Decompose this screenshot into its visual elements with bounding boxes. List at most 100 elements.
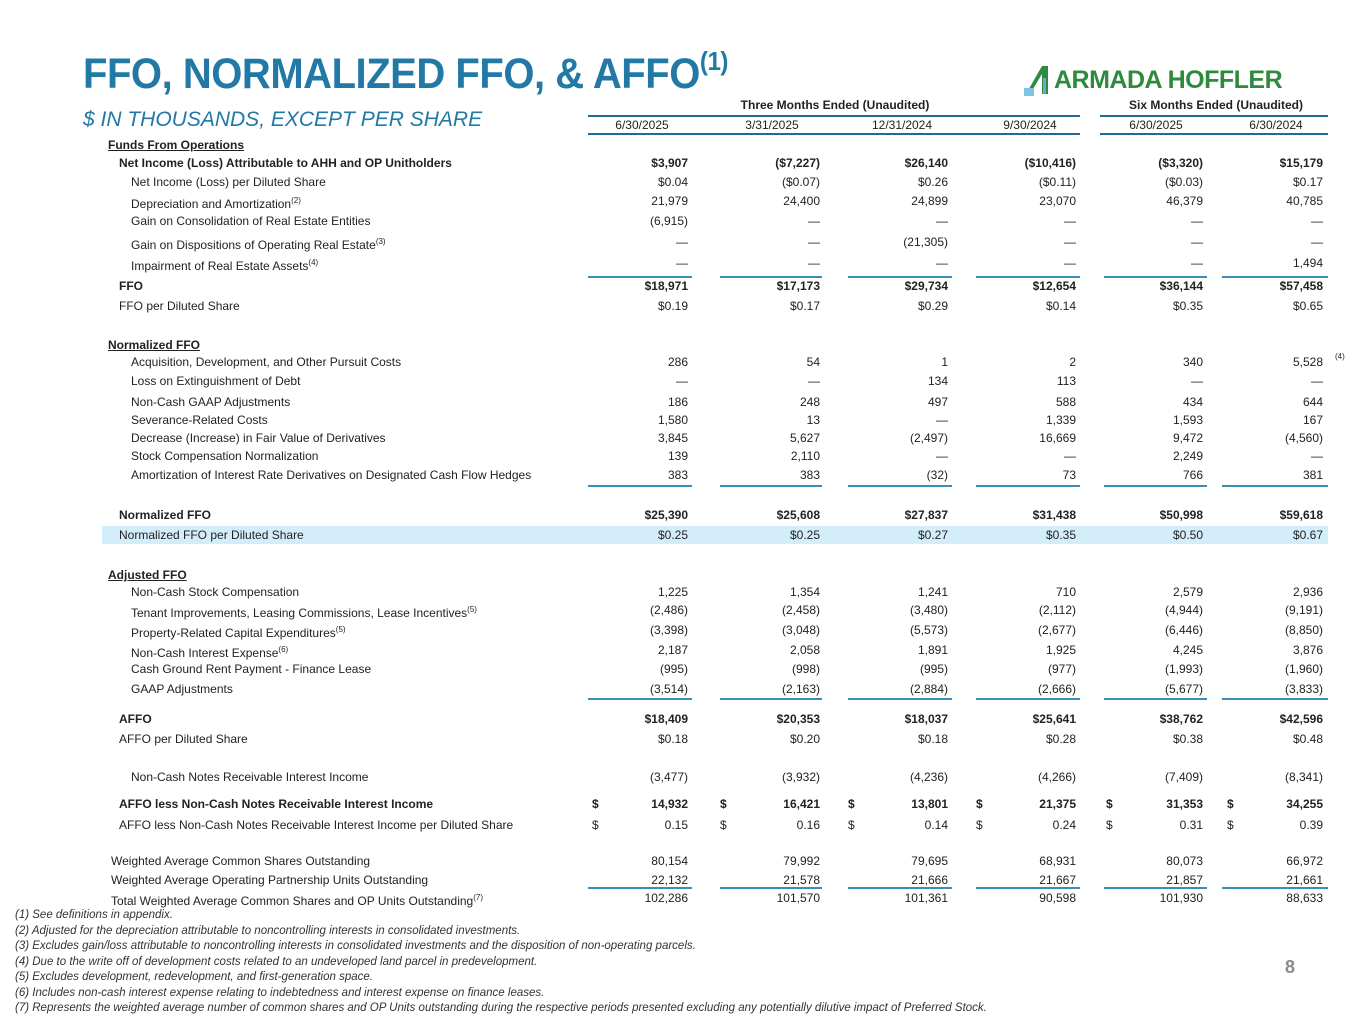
table-row: Acquisition, Development, and Other Purs… bbox=[0, 353, 1365, 371]
row-label-text: Acquisition, Development, and Other Purs… bbox=[131, 355, 402, 369]
cell-6-30-2024: 3,876 bbox=[1292, 643, 1323, 657]
cell-3-31-2025: — bbox=[808, 235, 820, 249]
cell-6-30-2024: 5,528 bbox=[1292, 355, 1323, 369]
cell-12-31-2024: $26,140 bbox=[904, 156, 948, 170]
cell-12-31-2024: 0.14 bbox=[924, 818, 948, 832]
table-row: Tenant Improvements, Leasing Commissions… bbox=[0, 601, 1365, 622]
cell-6-30-2025: $0.19 bbox=[657, 299, 688, 313]
cell-6-30-2025: $0.35 bbox=[1172, 299, 1203, 313]
cell-6-30-2025: 286 bbox=[667, 355, 688, 369]
row-label: Non-Cash Interest Expense(6) bbox=[131, 641, 288, 662]
cell-12-31-2024: 79,695 bbox=[911, 854, 948, 868]
cell-3-31-2025: (3,932) bbox=[781, 770, 820, 784]
table-row: Non-Cash GAAP Adjustments 186 248 497 588 434… bbox=[0, 393, 1365, 411]
cell-3-31-2025: 54 bbox=[806, 355, 820, 369]
section-header: Funds From Operations bbox=[0, 136, 1365, 154]
row-label: Net Income (Loss) per Diluted Share bbox=[131, 173, 326, 191]
row-label: Tenant Improvements, Leasing Commissions… bbox=[131, 601, 477, 622]
cell-6-30-2025: 3,845 bbox=[657, 431, 688, 445]
cell-6-30-2024: 66,972 bbox=[1286, 854, 1323, 868]
subtotal-rule bbox=[720, 887, 822, 889]
row-label: Stock Compensation Normalization bbox=[131, 447, 318, 465]
cell-12-31-2024: 1,241 bbox=[917, 585, 948, 599]
row-label-text: FFO bbox=[119, 279, 143, 293]
footnote-ref: (7) bbox=[473, 893, 483, 902]
cell-6-30-2024: (3,833) bbox=[1284, 682, 1323, 696]
cell-3-31-2025: $25,608 bbox=[776, 508, 820, 522]
cell-12-31-2024: 134 bbox=[927, 374, 948, 388]
table-row: Amortization of Interest Rate Derivative… bbox=[0, 466, 1365, 484]
cell-9-30-2024: $25,641 bbox=[1032, 712, 1076, 726]
row-label: Net Income (Loss) Attributable to AHH an… bbox=[119, 154, 452, 172]
cell-6-30-2025: 340 bbox=[1182, 355, 1203, 369]
table-row: Stock Compensation Normalization 139 2,110… bbox=[0, 447, 1365, 465]
cell-6-30-2025: (3,477) bbox=[649, 770, 688, 784]
cell-6-30-2025: — bbox=[1191, 214, 1203, 228]
row-label: Weighted Average Common Shares Outstandi… bbox=[111, 852, 370, 870]
subtotal-rule bbox=[1222, 887, 1328, 889]
cell-3-31-2025: 383 bbox=[799, 468, 820, 482]
row-label-text: FFO per Diluted Share bbox=[119, 299, 240, 313]
cell-6-30-2025: 21,857 bbox=[1166, 873, 1203, 887]
cell-9-30-2024: 90,598 bbox=[1039, 891, 1076, 905]
cell-6-30-2025: 46,379 bbox=[1166, 194, 1203, 208]
row-label: AFFO less Non-Cash Notes Receivable Inte… bbox=[119, 816, 513, 834]
row-label: Normalized FFO per Diluted Share bbox=[119, 526, 304, 544]
cell-3-31-2025: 13 bbox=[806, 413, 820, 427]
cell-12-31-2024: $0.29 bbox=[917, 299, 948, 313]
cell-3-31-2025: $0.17 bbox=[789, 299, 820, 313]
row-label: Acquisition, Development, and Other Purs… bbox=[131, 353, 401, 371]
row-label: Funds From Operations bbox=[108, 136, 244, 154]
cell-12-31-2024: $0.18 bbox=[917, 732, 948, 746]
footnote: (1) See definitions in appendix. bbox=[15, 909, 173, 921]
cell-12-31-2024: $18,037 bbox=[904, 712, 948, 726]
row-label-text: Weighted Average Operating Partnership U… bbox=[111, 873, 429, 887]
row-label-text: Severance-Related Costs bbox=[131, 413, 268, 427]
row-label-text: Depreciation and Amortization bbox=[131, 197, 292, 211]
row-label-text: Non-Cash Interest Expense bbox=[131, 646, 279, 660]
table-row: GAAP Adjustments (3,514) (2,163) (2,884) (2,… bbox=[0, 680, 1365, 698]
cell-3-31-2025: (998) bbox=[791, 662, 820, 676]
header-rule-bottom bbox=[588, 133, 1080, 135]
subtotal-rule bbox=[848, 698, 952, 700]
cell-9-30-2024: 710 bbox=[1055, 585, 1076, 599]
cell-6-30-2025: 80,154 bbox=[651, 854, 688, 868]
row-label: Non-Cash Notes Receivable Interest Incom… bbox=[131, 768, 368, 786]
table-row: Total Weighted Average Common Shares and… bbox=[0, 889, 1365, 908]
cell-6-30-2025: 0.15 bbox=[664, 818, 688, 832]
cell-6-30-2024: 381 bbox=[1302, 468, 1323, 482]
cell-9-30-2024: 1,339 bbox=[1045, 413, 1076, 427]
cell-12-31-2024: 101,361 bbox=[904, 891, 948, 905]
cell-6-30-2025: $3,907 bbox=[651, 156, 688, 170]
cell-3-31-2025: ($0.07) bbox=[781, 175, 820, 189]
subtotal-rule bbox=[588, 276, 692, 278]
cell-12-31-2024: 13,801 bbox=[911, 797, 948, 811]
table-row: Cash Ground Rent Payment - Finance Lease… bbox=[0, 660, 1365, 678]
cell-9-30-2024: $31,438 bbox=[1032, 508, 1076, 522]
row-label: Normalized FFO bbox=[108, 336, 200, 354]
row-label-text: AFFO bbox=[119, 712, 152, 726]
title-text: FFO, NORMALIZED FFO, & AFFO bbox=[83, 50, 700, 98]
cell-9-30-2024: 0.24 bbox=[1052, 818, 1076, 832]
page-title: FFO, NORMALIZED FFO, & AFFO(1) bbox=[83, 46, 728, 99]
table-row: Impairment of Real Estate Assets(4) — — — — —… bbox=[0, 254, 1365, 273]
cell-6-30-2024: (1,960) bbox=[1284, 662, 1323, 676]
table-row: AFFO $18,409 $20,353 $18,037 $25,641 $38,762 $… bbox=[0, 710, 1365, 728]
cell-6-30-2024: $0.67 bbox=[1292, 528, 1323, 542]
cell-6-30-2025: (4,944) bbox=[1164, 603, 1203, 617]
cell-9-30-2024: (2,677) bbox=[1037, 623, 1076, 637]
row-label-text: AFFO less Non-Cash Notes Receivable Inte… bbox=[119, 797, 434, 811]
subtotal-rule bbox=[588, 887, 692, 889]
cell-6-30-2024: $42,596 bbox=[1279, 712, 1323, 726]
cell-3-31-2025: (2,458) bbox=[781, 603, 820, 617]
row-label-text: Gain on Consolidation of Real Estate Ent… bbox=[131, 214, 371, 228]
cell-6-30-2025: $38,762 bbox=[1159, 712, 1203, 726]
cell-6-30-2025: $0.18 bbox=[657, 732, 688, 746]
table-row: Gain on Dispositions of Operating Real E… bbox=[0, 233, 1365, 252]
subtotal-rule bbox=[720, 276, 822, 278]
table-row: AFFO less Non-Cash Notes Receivable Inte… bbox=[0, 816, 1365, 834]
row-label-text: Property-Related Capital Expenditures bbox=[131, 626, 336, 640]
footnote-ref: (3) bbox=[375, 237, 386, 246]
cell-12-31-2024: $0.26 bbox=[917, 175, 948, 189]
header-rule-bottom bbox=[1100, 133, 1328, 135]
